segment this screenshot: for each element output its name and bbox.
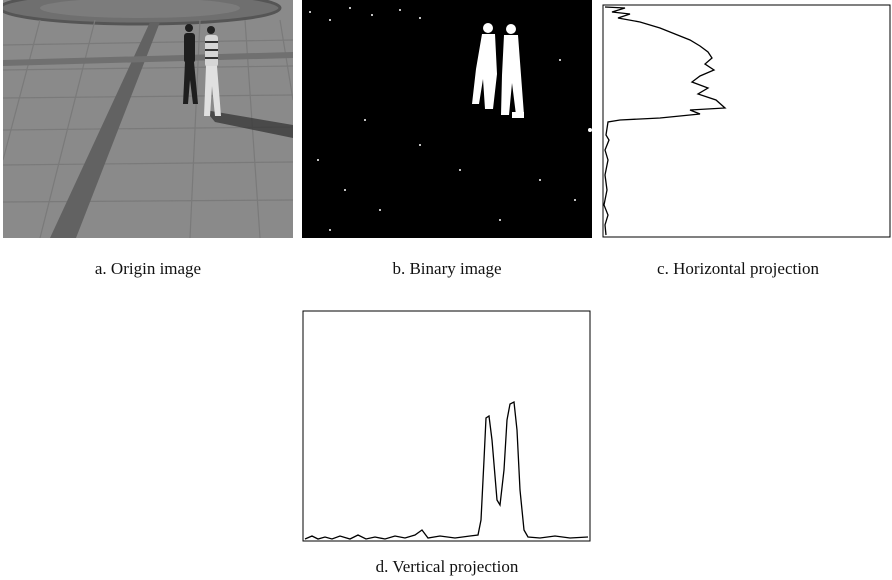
caption: c. Horizontal projection xyxy=(657,259,819,278)
origin-image xyxy=(0,0,293,238)
horizontal-projection xyxy=(603,5,890,237)
figure: a. Origin image b. Binary image c. Horiz… xyxy=(0,0,892,580)
vertical-projection xyxy=(303,311,590,541)
page: {"figure": {"panels": [ {"caption": "a. … xyxy=(0,0,892,580)
binary-image xyxy=(302,0,592,238)
caption: d. Vertical projection xyxy=(376,557,519,576)
caption: a. Origin image xyxy=(95,259,201,278)
caption: b. Binary image xyxy=(392,259,501,278)
